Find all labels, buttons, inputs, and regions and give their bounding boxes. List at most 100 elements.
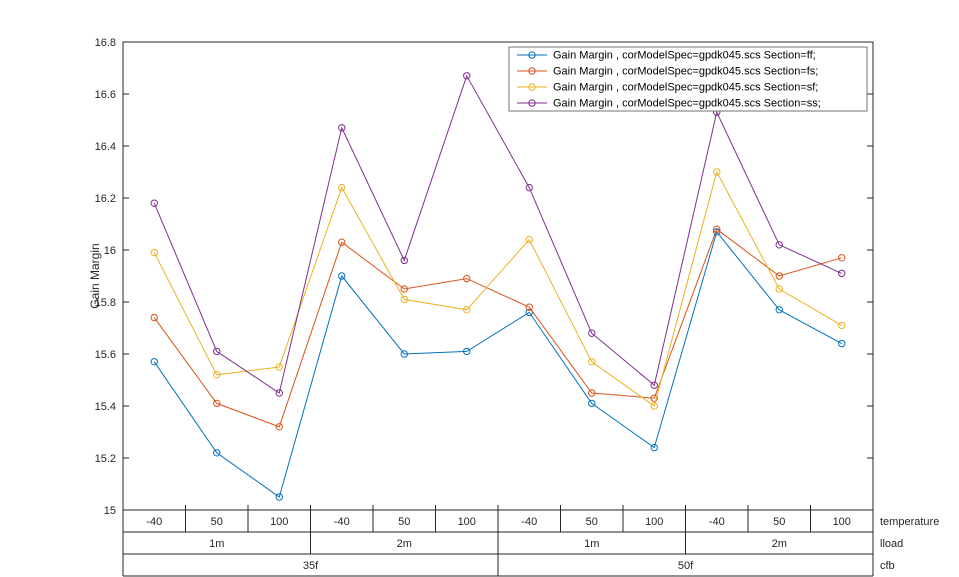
data-marker xyxy=(838,321,846,330)
data-marker xyxy=(463,347,471,356)
data-marker xyxy=(525,183,533,192)
legend-box[interactable] xyxy=(508,46,868,112)
legend-marker-sample xyxy=(528,83,536,91)
data-marker xyxy=(463,306,471,314)
data-marker xyxy=(650,402,658,410)
y-tick-label: 16.2 xyxy=(95,193,116,205)
series-sf xyxy=(150,168,846,410)
data-marker xyxy=(275,363,283,371)
lload-cell-label: 2m xyxy=(772,538,787,550)
data-marker xyxy=(838,269,846,278)
legend-entry-fs[interactable]: Gain Margin , corModelSpec=gpdk045.scs S… xyxy=(517,66,818,78)
temperature-cell-label: 50 xyxy=(211,516,223,528)
y-tick-label: 16.6 xyxy=(95,89,116,101)
data-marker xyxy=(400,285,408,293)
legend-entry-ff[interactable]: Gain Margin , corModelSpec=gpdk045.scs S… xyxy=(517,50,816,62)
series-fs xyxy=(150,225,846,431)
y-tick-label: 15.4 xyxy=(95,401,116,413)
data-marker xyxy=(713,168,721,176)
data-marker xyxy=(838,339,846,348)
lload-cell-label: 1m xyxy=(584,538,599,550)
y-tick-label: 15 xyxy=(104,505,116,517)
temperature-cell-label: 50 xyxy=(398,516,410,528)
y-tick-label: 16 xyxy=(104,245,116,257)
legend-marker-sample xyxy=(528,99,536,107)
legend-label[interactable]: Gain Margin , corModelSpec=gpdk045.scs S… xyxy=(553,66,818,78)
temperature-cell-label: 50 xyxy=(586,516,598,528)
data-marker xyxy=(275,423,283,431)
legend-label[interactable]: Gain Margin , corModelSpec=gpdk045.scs S… xyxy=(553,82,818,94)
y-tick-label: 16.4 xyxy=(95,141,116,153)
temperature-cell-label: 100 xyxy=(833,516,851,528)
legend-marker-sample xyxy=(528,51,536,59)
data-marker xyxy=(775,272,783,280)
temperature-cell-label: -40 xyxy=(334,516,350,528)
series-line-sf xyxy=(153,170,843,407)
data-marker xyxy=(213,347,221,356)
lload-cell-label: 2m xyxy=(397,538,412,550)
data-marker xyxy=(150,358,158,366)
temperature-cell-label: 100 xyxy=(270,516,288,528)
temperature-cell-label: 100 xyxy=(645,516,663,528)
axis-row-name-lload: lload xyxy=(880,538,903,550)
y-tick-label: 15.8 xyxy=(95,297,116,309)
y-tick-label: 15.6 xyxy=(95,349,116,361)
data-marker xyxy=(775,306,783,314)
data-marker xyxy=(275,389,283,397)
data-marker xyxy=(650,381,658,389)
cfb-cell-label: 50f xyxy=(678,560,694,572)
temperature-cell-label: 50 xyxy=(773,516,785,528)
data-marker xyxy=(650,443,658,452)
series-line-ss xyxy=(153,74,842,394)
temperature-cell-label: -40 xyxy=(146,516,162,528)
series-line-ff xyxy=(153,230,842,498)
legend-label[interactable]: Gain Margin , corModelSpec=gpdk045.scs S… xyxy=(553,98,821,110)
cfb-cell-label: 35f xyxy=(303,560,319,572)
data-marker xyxy=(275,493,283,501)
axis-row-name-cfb: cfb xyxy=(880,560,895,572)
data-marker xyxy=(150,248,158,257)
data-marker xyxy=(775,241,783,249)
data-marker xyxy=(713,225,721,233)
data-marker xyxy=(338,183,346,192)
data-marker xyxy=(588,389,596,397)
series-ss xyxy=(150,72,846,397)
y-tick-label: 15.2 xyxy=(95,453,116,465)
temperature-cell-label: -40 xyxy=(521,516,537,528)
data-marker xyxy=(338,238,346,246)
data-marker xyxy=(213,399,221,408)
data-marker xyxy=(838,254,846,262)
series-ff xyxy=(150,228,846,501)
legend-entry-sf[interactable]: Gain Margin , corModelSpec=gpdk045.scs S… xyxy=(517,82,818,94)
data-marker xyxy=(400,256,408,265)
data-marker xyxy=(463,274,471,283)
lload-cell-label: 1m xyxy=(209,538,224,550)
data-marker xyxy=(525,235,533,244)
legend-marker-sample xyxy=(528,67,536,75)
y-tick-label: 16.8 xyxy=(95,37,116,49)
temperature-cell-label: 100 xyxy=(458,516,476,528)
data-marker xyxy=(775,285,783,293)
data-marker xyxy=(150,199,158,207)
data-marker xyxy=(338,272,346,280)
temperature-cell-label: -40 xyxy=(709,516,725,528)
data-marker xyxy=(213,371,221,379)
data-marker xyxy=(588,399,596,408)
series-line-fs xyxy=(153,228,842,428)
data-marker xyxy=(400,295,408,304)
plot-box xyxy=(122,41,874,511)
data-marker xyxy=(150,313,158,322)
axis-row-name-temperature: temperature xyxy=(880,516,939,528)
data-marker xyxy=(213,449,221,457)
legend-entry-ss[interactable]: Gain Margin , corModelSpec=gpdk045.scs S… xyxy=(517,98,821,110)
data-marker xyxy=(400,350,408,358)
data-marker xyxy=(650,394,658,402)
data-marker xyxy=(525,303,533,311)
data-marker xyxy=(338,124,346,132)
data-marker xyxy=(588,329,596,337)
y-axis-label: Gain Margin xyxy=(88,243,102,309)
data-marker xyxy=(588,358,596,366)
legend-label[interactable]: Gain Margin , corModelSpec=gpdk045.scs S… xyxy=(553,50,816,62)
